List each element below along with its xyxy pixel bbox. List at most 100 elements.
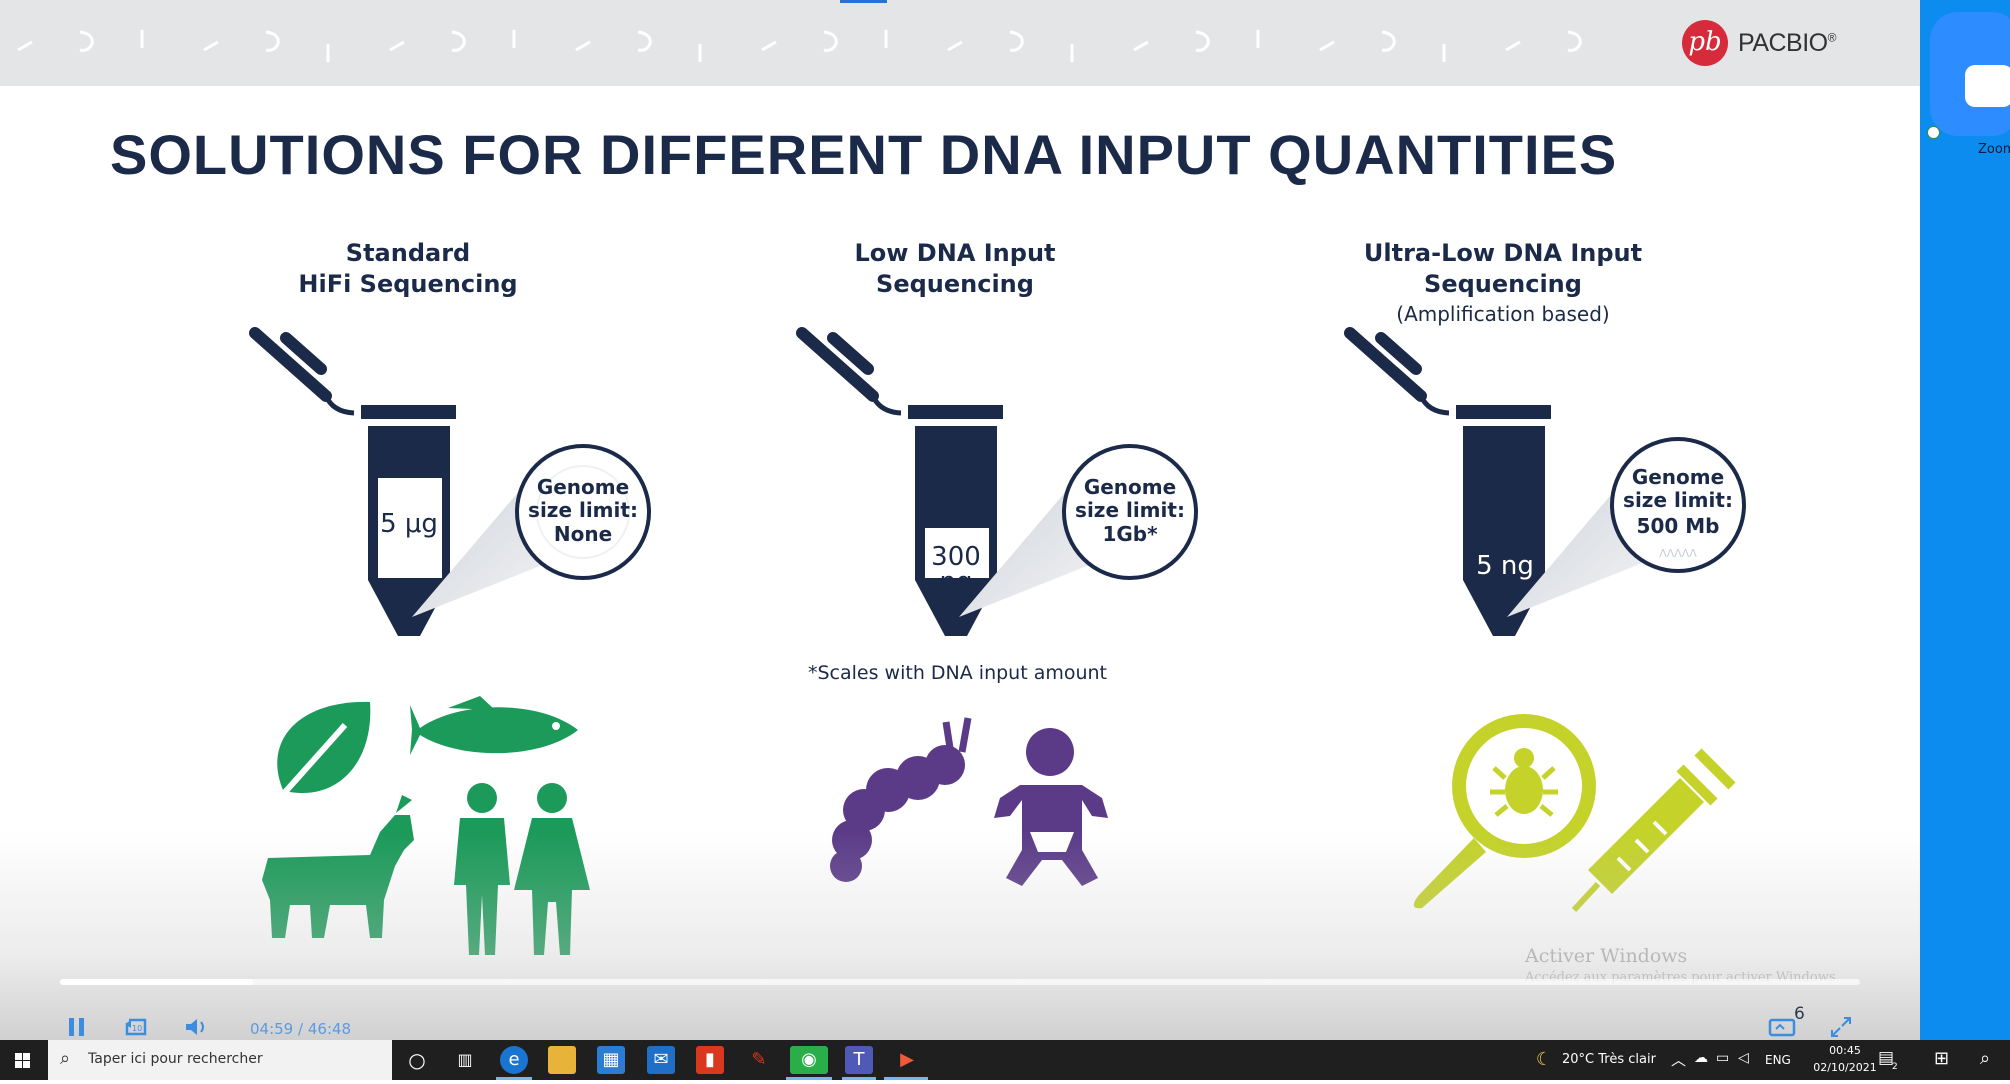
speaker-icon[interactable]: ◁ — [1738, 1050, 1749, 1066]
search-placeholder: Taper ici pour rechercher — [88, 1051, 263, 1067]
cortana-icon[interactable]: ○ — [408, 1048, 426, 1072]
genome-limit-value: 1Gb* — [1102, 522, 1158, 546]
banner-mark — [947, 40, 963, 52]
notification-count: 2 — [1892, 1062, 1898, 1072]
tube-icon: 5 μg Genome size limit: None — [361, 405, 651, 636]
genome-limit-line2: size limit: — [1075, 498, 1185, 522]
tube-icon: ΛΛΛΛΛ 5 ng Genome size limit: 500 Mb — [1456, 405, 1746, 636]
active-indicator — [786, 1077, 832, 1080]
genome-limit-line2: size limit: — [1623, 488, 1733, 512]
pipette-icon — [249, 327, 355, 416]
slide-banner — [0, 0, 1920, 86]
footnote: *Scales with DNA input amount — [808, 662, 1108, 684]
mail-icon[interactable]: ✉ — [647, 1046, 675, 1074]
column-subheading-ultra-low: (Amplification based) — [1396, 302, 1610, 326]
zoom-camera-icon — [1965, 65, 2010, 107]
rewind-10-icon[interactable]: 10 — [123, 1016, 151, 1040]
pipette-icon — [796, 327, 902, 416]
tube-empty-space — [378, 478, 442, 578]
windows-start-icon[interactable] — [0, 1040, 46, 1080]
genome-limit-line1: Genome — [1084, 475, 1176, 499]
windows-logo-icon[interactable]: ⊞ — [1934, 1048, 1950, 1069]
slide-title: SOLUTIONS FOR DIFFERENT DNA INPUT QUANTI… — [110, 123, 1618, 186]
top-indicator — [840, 0, 887, 3]
fullscreen-icon[interactable] — [1830, 1016, 1852, 1040]
column-heading-standard: Standard HiFi Sequencing — [298, 239, 518, 298]
banner-mark — [1567, 30, 1582, 52]
genome-limit-line1: Genome — [1632, 465, 1724, 489]
weather-text[interactable]: 20°C Très clair — [1562, 1052, 1656, 1067]
total-time: 46:48 — [307, 1020, 352, 1038]
slide-diagrams: 5 μg Genome size limit: None 300 ng Geno… — [249, 327, 1746, 955]
zoom-side-panel: Zoom — [1920, 0, 2010, 1040]
column-heading-ultra-low: Ultra-Low DNA Input Sequencing — [1363, 239, 1643, 298]
search-tray-icon[interactable]: ⌕ — [1980, 1048, 1991, 1069]
cloud-icon[interactable]: ☁ — [1694, 1050, 1708, 1066]
banner-mark — [265, 30, 280, 52]
banner-mark — [1195, 30, 1210, 52]
banner-mark — [389, 40, 405, 52]
clock-date[interactable]: 02/10/2021 — [1813, 1061, 1877, 1074]
goat-icon — [262, 795, 414, 938]
language-indicator[interactable]: ENG — [1765, 1053, 1791, 1067]
current-time: 04:59 — [250, 1020, 294, 1038]
caterpillar-icon — [830, 717, 972, 882]
taskbar-search-input[interactable]: ⌕ Taper ici pour rechercher — [48, 1040, 392, 1080]
banner-mark — [451, 30, 466, 52]
search-icon: ⌕ — [60, 1048, 71, 1069]
genome-limit-value: None — [554, 522, 612, 546]
baby-icon — [994, 728, 1108, 886]
active-indicator — [884, 1077, 928, 1080]
paint-icon[interactable]: ✎ — [751, 1049, 767, 1070]
dna-amount-unit: ng — [940, 567, 973, 597]
clock-time[interactable]: 00:45 — [1829, 1044, 1861, 1057]
time-display: 04:59 / 46:48 — [250, 1020, 351, 1038]
tray-chevron-icon[interactable]: ︿ — [1671, 1051, 1687, 1069]
video-player[interactable]: pb PACBIO® SOLUTIONS FOR DIFFERENT DNA I… — [0, 0, 1920, 1040]
banner-mark — [1133, 40, 1149, 52]
logo-text: PACBIO® — [1738, 29, 1836, 57]
banner-mark — [1505, 40, 1521, 52]
genome-limit-line2: size limit: — [528, 498, 638, 522]
column-heading-low-input: Low DNA Input Sequencing — [854, 239, 1056, 298]
active-indicator — [842, 1077, 876, 1080]
logo-mark: pb — [1682, 20, 1728, 66]
banner-mark — [203, 40, 219, 52]
banner-mark — [761, 40, 777, 52]
caption-count-badge: 6 — [1794, 1004, 1805, 1024]
wechat-icon[interactable]: ◉ — [790, 1046, 828, 1074]
network-icon[interactable]: ▭ — [1716, 1050, 1730, 1066]
captions-icon[interactable] — [1768, 1016, 1796, 1040]
file-explorer-icon[interactable] — [548, 1046, 576, 1074]
weather-moon-icon[interactable]: ☾ — [1535, 1049, 1553, 1070]
pause-icon[interactable] — [66, 1016, 88, 1040]
banner-mark — [823, 30, 838, 52]
active-indicator — [496, 1077, 532, 1080]
notifications-icon[interactable]: ▤ — [1878, 1048, 1895, 1068]
progress-bar[interactable] — [60, 979, 1860, 985]
windows-taskbar: ⌕ Taper ici pour rechercher ○ ▥ e ▦ ✉ ▮ … — [0, 1040, 2010, 1080]
edge-icon[interactable]: e — [500, 1046, 528, 1074]
banner-mark — [1381, 30, 1396, 52]
pipette-icon — [1344, 327, 1450, 416]
leaf-icon — [275, 701, 371, 802]
tube-empty-space — [925, 528, 989, 578]
time-separator: / — [298, 1020, 304, 1038]
banner-mark — [1319, 40, 1335, 52]
genome-limit-line1: Genome — [537, 475, 629, 499]
banner-mark — [1009, 30, 1024, 52]
dna-amount: 5 ng — [1476, 551, 1534, 581]
zoom-label: Zoom — [1978, 142, 2010, 157]
powerpoint-icon[interactable]: ▶ — [900, 1049, 914, 1070]
pacbio-logo: pb PACBIO® — [1682, 20, 1842, 68]
tube-icon: 300 ng Genome size limit: 1Gb* — [908, 405, 1198, 636]
zoom-app-icon[interactable] — [1930, 12, 2010, 136]
progress-fill — [60, 979, 253, 985]
svg-text:10: 10 — [132, 1024, 142, 1033]
teams-icon[interactable]: T — [845, 1046, 873, 1074]
task-view-icon[interactable]: ▥ — [457, 1050, 473, 1069]
store-icon[interactable]: ▦ — [597, 1046, 625, 1074]
volume-icon[interactable] — [184, 1016, 210, 1040]
banner-mark — [79, 30, 94, 52]
office-icon[interactable]: ▮ — [696, 1046, 724, 1074]
